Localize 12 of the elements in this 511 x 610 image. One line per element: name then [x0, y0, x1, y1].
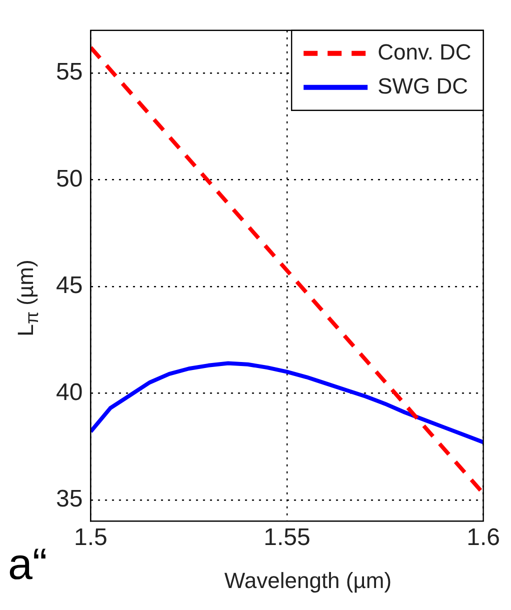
y-tick-label: 55 — [56, 58, 83, 86]
y-tick-label: 40 — [56, 378, 83, 406]
y-tick-label: 35 — [56, 485, 83, 512]
x-tick-label: 1.6 — [466, 524, 500, 552]
x-tick-label: 1.55 — [264, 524, 310, 552]
x-tick-label: 1.5 — [74, 524, 108, 552]
y-tick-label: 45 — [56, 272, 83, 300]
y-tick-label: 50 — [56, 165, 83, 192]
legend-label: Conv. DC — [378, 39, 472, 64]
legend-label: SWG DC — [378, 73, 468, 98]
x-axis-title: Wavelength (µm) — [224, 568, 392, 594]
text: a“ — [8, 540, 48, 590]
